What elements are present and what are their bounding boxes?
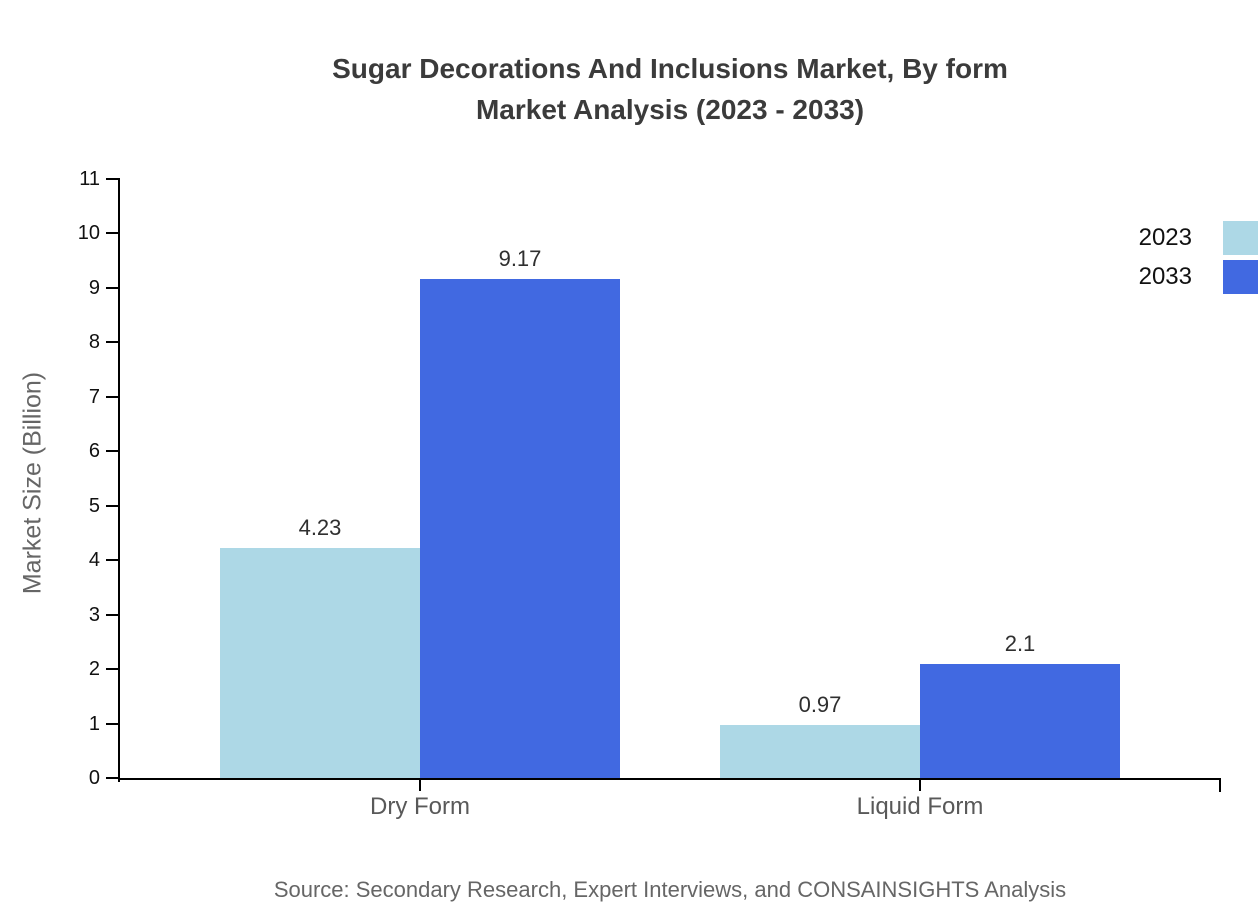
y-tick-label: 6	[88, 440, 100, 463]
bar-liquid-form-2033	[920, 663, 1120, 778]
y-tick-mark	[106, 232, 118, 235]
legend-swatch	[1223, 260, 1258, 294]
y-tick-label: 2	[88, 658, 100, 681]
x-tick-mark	[919, 778, 921, 791]
legend: 2023 2033	[1139, 221, 1258, 299]
y-tick-mark	[106, 559, 118, 562]
x-tick-mark	[419, 778, 421, 791]
y-tick-mark	[106, 178, 118, 180]
y-tick-label: 8	[88, 331, 100, 354]
chart-title-line2: Market Analysis (2023 - 2033)	[475, 94, 865, 125]
legend-label: 2023	[1138, 224, 1192, 251]
bar-value-label: 4.23	[298, 514, 342, 540]
chart-title: Sugar Decorations And Inclusions Market,…	[80, 48, 1260, 130]
legend-swatch	[1223, 221, 1258, 255]
bar-value-label: 9.17	[498, 245, 542, 271]
y-axis-line	[118, 178, 120, 782]
y-tick-mark	[106, 504, 118, 507]
x-tick-label-liquid-form: Liquid Form	[856, 793, 984, 820]
legend-item-2023: 2023	[1139, 221, 1258, 255]
x-axis-end-tick	[1219, 778, 1221, 792]
y-tick-label: 7	[88, 385, 100, 408]
y-tick-label: 11	[79, 168, 100, 190]
y-tick-mark	[106, 613, 118, 616]
y-tick-mark	[106, 450, 118, 453]
legend-label: 2033	[1138, 263, 1192, 290]
bar-value-label: 0.97	[798, 692, 842, 718]
x-tick-label-dry-form: Dry Form	[370, 793, 470, 820]
y-tick-label: 0	[88, 767, 100, 789]
y-tick-mark	[106, 286, 118, 289]
y-tick-label: 9	[88, 276, 100, 299]
y-tick-mark	[106, 777, 118, 779]
x-axis-line	[118, 778, 1220, 780]
chart-title-line1: Sugar Decorations And Inclusions Market,…	[332, 53, 1008, 84]
y-tick-label: 1	[88, 712, 100, 735]
bar-liquid-form-2023	[720, 725, 920, 778]
y-tick-label: 10	[77, 222, 100, 245]
plot-area: 0 1 2 3 4 5 6 7 8 9 10 11 Dry Form 4.23 9.17 Liquid For…	[78, 168, 1221, 820]
bar-dry-form-2023	[220, 547, 420, 778]
y-tick-label: 5	[88, 494, 100, 517]
bar-dry-form-2033	[420, 278, 620, 778]
y-tick-label: 3	[88, 603, 100, 626]
legend-item-2033: 2033	[1139, 260, 1258, 294]
y-tick-mark	[106, 668, 118, 671]
y-tick-mark	[106, 722, 118, 725]
y-tick-mark	[106, 341, 118, 344]
y-tick-label: 4	[88, 549, 100, 572]
bar-value-label: 2.1	[1004, 630, 1036, 656]
source-note: Source: Secondary Research, Expert Inter…	[273, 877, 1067, 902]
y-tick-mark	[106, 395, 118, 398]
